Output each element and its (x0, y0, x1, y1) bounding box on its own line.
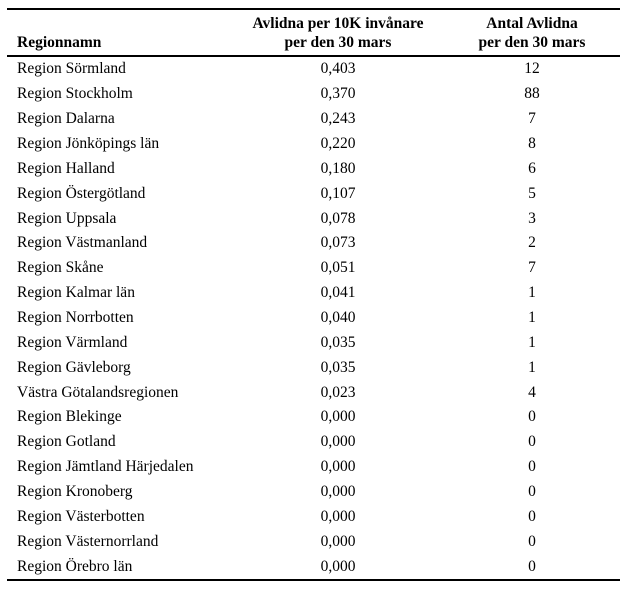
death-count-cell: 7 (528, 259, 536, 277)
table-row: Region Kalmar län 0,041 1 (7, 281, 620, 306)
table-row: Region Gävleborg 0,035 1 (7, 355, 620, 380)
death-count-cell: 0 (528, 557, 536, 575)
deaths-per-10k-cell: 0,035 (320, 358, 356, 376)
death-count-cell: 4 (528, 383, 536, 401)
deaths-per-10k-cell: 0,000 (320, 557, 356, 575)
region-name-cell: Region Gotland (17, 433, 116, 451)
table-row: Region Östergötland 0,107 5 (7, 181, 620, 206)
table-row: Region Värmland 0,035 1 (7, 330, 620, 355)
table-row: Region Uppsala 0,078 3 (7, 206, 620, 231)
deaths-per-10k-cell: 0,370 (320, 85, 356, 103)
column-header-antal-avlidna-line1: Antal Avlidna (486, 15, 578, 32)
death-count-cell: 0 (528, 532, 536, 550)
table-row: Region Dalarna 0,243 7 (7, 107, 620, 132)
death-count-cell: 0 (528, 507, 536, 525)
table-row: Region Skåne 0,051 7 (7, 256, 620, 281)
deaths-per-10k-cell: 0,107 (320, 184, 356, 202)
column-header-per-10k-line2: per den 30 mars (284, 34, 392, 51)
table-row: Region Jönköpings län 0,220 8 (7, 132, 620, 157)
column-header-antal-avlidna-line2: per den 30 mars (478, 34, 586, 51)
death-count-cell: 12 (524, 60, 540, 78)
death-count-cell: 0 (528, 408, 536, 426)
death-count-cell: 0 (528, 433, 536, 451)
region-name-cell: Region Skåne (17, 259, 104, 277)
death-count-cell: 8 (528, 135, 536, 152)
death-count-cell: 1 (528, 284, 536, 302)
table-header: Regionnamn Avlidna per 10K invånare per … (7, 9, 620, 57)
region-statistics-table: Regionnamn Avlidna per 10K invånare per … (7, 8, 620, 582)
table-row: Region Sörmland 0,403 12 (7, 56, 620, 82)
region-name-cell: Region Jämtland Härjedalen (17, 458, 194, 476)
column-header-regionnamn: Regionnamn (7, 9, 232, 57)
death-count-cell: 0 (528, 483, 536, 501)
death-count-cell: 1 (528, 358, 536, 376)
death-count-cell: 7 (528, 110, 536, 128)
table-body: Region Sörmland 0,403 12 Region Stockhol… (7, 56, 620, 580)
column-header-per-10k: Avlidna per 10K invånare per den 30 mars (232, 9, 444, 57)
table-row: Region Västerbotten 0,000 0 (7, 504, 620, 529)
deaths-per-10k-cell: 0,000 (320, 483, 356, 501)
death-count-cell: 3 (528, 209, 536, 227)
deaths-per-10k-cell: 0,000 (320, 458, 356, 476)
deaths-per-10k-cell: 0,000 (320, 507, 356, 525)
deaths-per-10k-cell: 0,403 (320, 60, 356, 78)
death-count-cell: 6 (528, 159, 536, 177)
deaths-per-10k-cell: 0,035 (320, 333, 356, 351)
region-name-cell: Region Västerbotten (17, 507, 145, 525)
region-name-cell: Region Västmanland (17, 234, 148, 252)
region-name-cell: Region Blekinge (17, 408, 122, 426)
death-count-cell: 5 (528, 184, 536, 202)
region-name-cell: Region Kronoberg (17, 483, 133, 501)
table-row: Region Stockholm 0,370 88 (7, 82, 620, 107)
table-row: Region Gotland 0,000 0 (7, 430, 620, 455)
header-row: Regionnamn Avlidna per 10K invånare per … (7, 9, 620, 57)
region-name-cell: Region Norrbotten (17, 309, 134, 327)
deaths-per-10k-cell: 0,051 (320, 259, 356, 277)
region-name-cell: Region Kalmar län (17, 284, 135, 302)
deaths-per-10k-cell: 0,041 (320, 284, 356, 302)
deaths-per-10k-cell: 0,000 (320, 433, 356, 451)
region-name-cell: Region Uppsala (17, 209, 117, 227)
region-name-cell: Region Örebro län (17, 557, 133, 575)
deaths-per-10k-cell: 0,180 (320, 159, 356, 177)
table-row: Region Örebro län 0,000 0 (7, 554, 620, 580)
region-name-cell: Region Dalarna (17, 110, 115, 128)
table-row: Region Västmanland 0,073 2 (7, 231, 620, 256)
region-name-cell: Region Värmland (17, 333, 128, 351)
deaths-per-10k-cell: 0,000 (320, 532, 356, 550)
table-row: Region Västernorrland 0,000 0 (7, 529, 620, 554)
deaths-per-10k-cell: 0,220 (320, 135, 356, 152)
deaths-per-10k-cell: 0,243 (320, 110, 356, 128)
death-count-cell: 0 (528, 458, 536, 476)
region-name-cell: Västra Götalandsregionen (17, 383, 179, 401)
table-row: Region Blekinge 0,000 0 (7, 405, 620, 430)
deaths-per-10k-cell: 0,040 (320, 309, 356, 327)
deaths-per-10k-cell: 0,078 (320, 209, 356, 227)
region-name-cell: Region Sörmland (17, 60, 126, 78)
deaths-per-10k-cell: 0,073 (320, 234, 356, 252)
table-row: Region Norrbotten 0,040 1 (7, 306, 620, 331)
table-row: Region Kronoberg 0,000 0 (7, 480, 620, 505)
column-header-antal-avlidna: Antal Avlidna per den 30 mars (444, 9, 620, 57)
deaths-per-10k-cell: 0,000 (320, 408, 356, 426)
region-name-cell: Region Gävleborg (17, 358, 131, 376)
death-count-cell: 2 (528, 234, 536, 252)
column-header-per-10k-line1: Avlidna per 10K invånare (252, 15, 424, 32)
table-row: Västra Götalandsregionen 0,023 4 (7, 380, 620, 405)
region-name-cell: Region Västernorrland (17, 532, 159, 550)
region-name-cell: Region Jönköpings län (17, 135, 160, 152)
region-name-cell: Region Stockholm (17, 85, 133, 103)
death-count-cell: 1 (528, 333, 536, 351)
table-row: Region Halland 0,180 6 (7, 156, 620, 181)
death-count-cell: 88 (524, 85, 540, 103)
deaths-per-10k-cell: 0,023 (320, 383, 356, 401)
table-row: Region Jämtland Härjedalen 0,000 0 (7, 455, 620, 480)
region-name-cell: Region Östergötland (17, 184, 146, 202)
region-name-cell: Region Halland (17, 159, 115, 177)
death-count-cell: 1 (528, 309, 536, 327)
